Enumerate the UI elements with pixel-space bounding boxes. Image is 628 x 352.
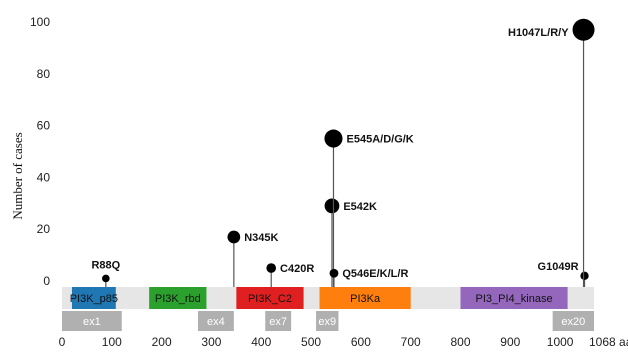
domain-box xyxy=(71,287,116,309)
domain-label: PI3_PI4_kinase xyxy=(476,293,553,305)
y-axis: 0 20 40 60 80 100 xyxy=(30,15,50,288)
domain-label: PI3Ka xyxy=(350,293,381,305)
domain-label: PI3K_p85 xyxy=(70,293,118,305)
mutation-lollipops: R88Q N345K C420R E542K E545A/D/G/K Q546E/K/L/… xyxy=(91,18,595,287)
exon-box xyxy=(197,311,234,331)
x-end-tick-label: 1068 aa xyxy=(589,335,628,349)
y-tick-label: 60 xyxy=(37,119,51,133)
x-tick-label: 1000 xyxy=(547,335,574,349)
x-tick-label: 800 xyxy=(450,335,470,349)
mutation-label: G1049R xyxy=(538,261,579,273)
mutation-label: H1047L/R/Y xyxy=(508,27,569,39)
lollipop-head xyxy=(102,274,110,283)
y-tick-label: 80 xyxy=(37,67,51,81)
exon-box xyxy=(62,311,122,331)
y-tick-label: 100 xyxy=(30,15,50,29)
x-tick-label: 900 xyxy=(500,335,520,349)
mutation-label: R88Q xyxy=(91,259,120,271)
lollipop-head xyxy=(266,263,277,273)
x-tick-label: 200 xyxy=(152,335,172,349)
lollipop-head xyxy=(572,18,595,41)
domain-box xyxy=(319,287,411,309)
lollipop-head xyxy=(329,268,339,278)
exon-box xyxy=(552,311,594,331)
y-tick-label: 20 xyxy=(37,222,51,236)
domain-box xyxy=(149,287,207,309)
lollipop-head xyxy=(324,129,343,148)
exon-box xyxy=(265,311,292,331)
x-tick-label: 300 xyxy=(201,335,221,349)
x-tick-label: 600 xyxy=(351,335,371,349)
x-tick-label: 0 xyxy=(59,335,66,349)
exon-label: ex20 xyxy=(561,316,585,328)
exon-label: ex4 xyxy=(207,316,225,328)
domain-label: PI3K_rbd xyxy=(155,293,201,305)
y-axis-label: Number of cases xyxy=(10,132,25,219)
mutation-label: E545A/D/G/K xyxy=(347,134,414,146)
exon-label: ex9 xyxy=(318,316,336,328)
exon-label: ex1 xyxy=(83,316,101,328)
exon-label: ex7 xyxy=(269,316,287,328)
mutation-label: N345K xyxy=(244,232,278,244)
mutation-label: C420R xyxy=(280,263,314,275)
x-tick-label: 700 xyxy=(401,335,421,349)
y-tick-label: 40 xyxy=(37,170,51,184)
x-tick-label: 100 xyxy=(102,335,122,349)
lollipop-head xyxy=(227,230,241,244)
y-tick-label: 0 xyxy=(43,274,50,288)
exon-box xyxy=(316,311,339,331)
mutation-label: E542K xyxy=(343,201,377,213)
domain-label: PI3K_C2 xyxy=(248,293,292,305)
domain-box xyxy=(460,287,568,309)
domain-box xyxy=(236,287,304,309)
lollipop-head xyxy=(324,198,340,214)
mutation-label: Q546E/K/L/R xyxy=(342,268,408,280)
x-axis: 0 100 200 300 400 500 600 700 800 900 1000 1068 aa xyxy=(59,335,628,349)
exon-track: ex1 ex4 ex7 ex9 ex20 xyxy=(62,311,594,331)
lollipop-head xyxy=(580,271,589,280)
protein-track: PI3K_p85 PI3K_rbd PI3K_C2 PI3Ka PI3_PI4_kina… xyxy=(62,287,594,309)
x-tick-label: 500 xyxy=(301,335,321,349)
x-tick-label: 400 xyxy=(251,335,271,349)
